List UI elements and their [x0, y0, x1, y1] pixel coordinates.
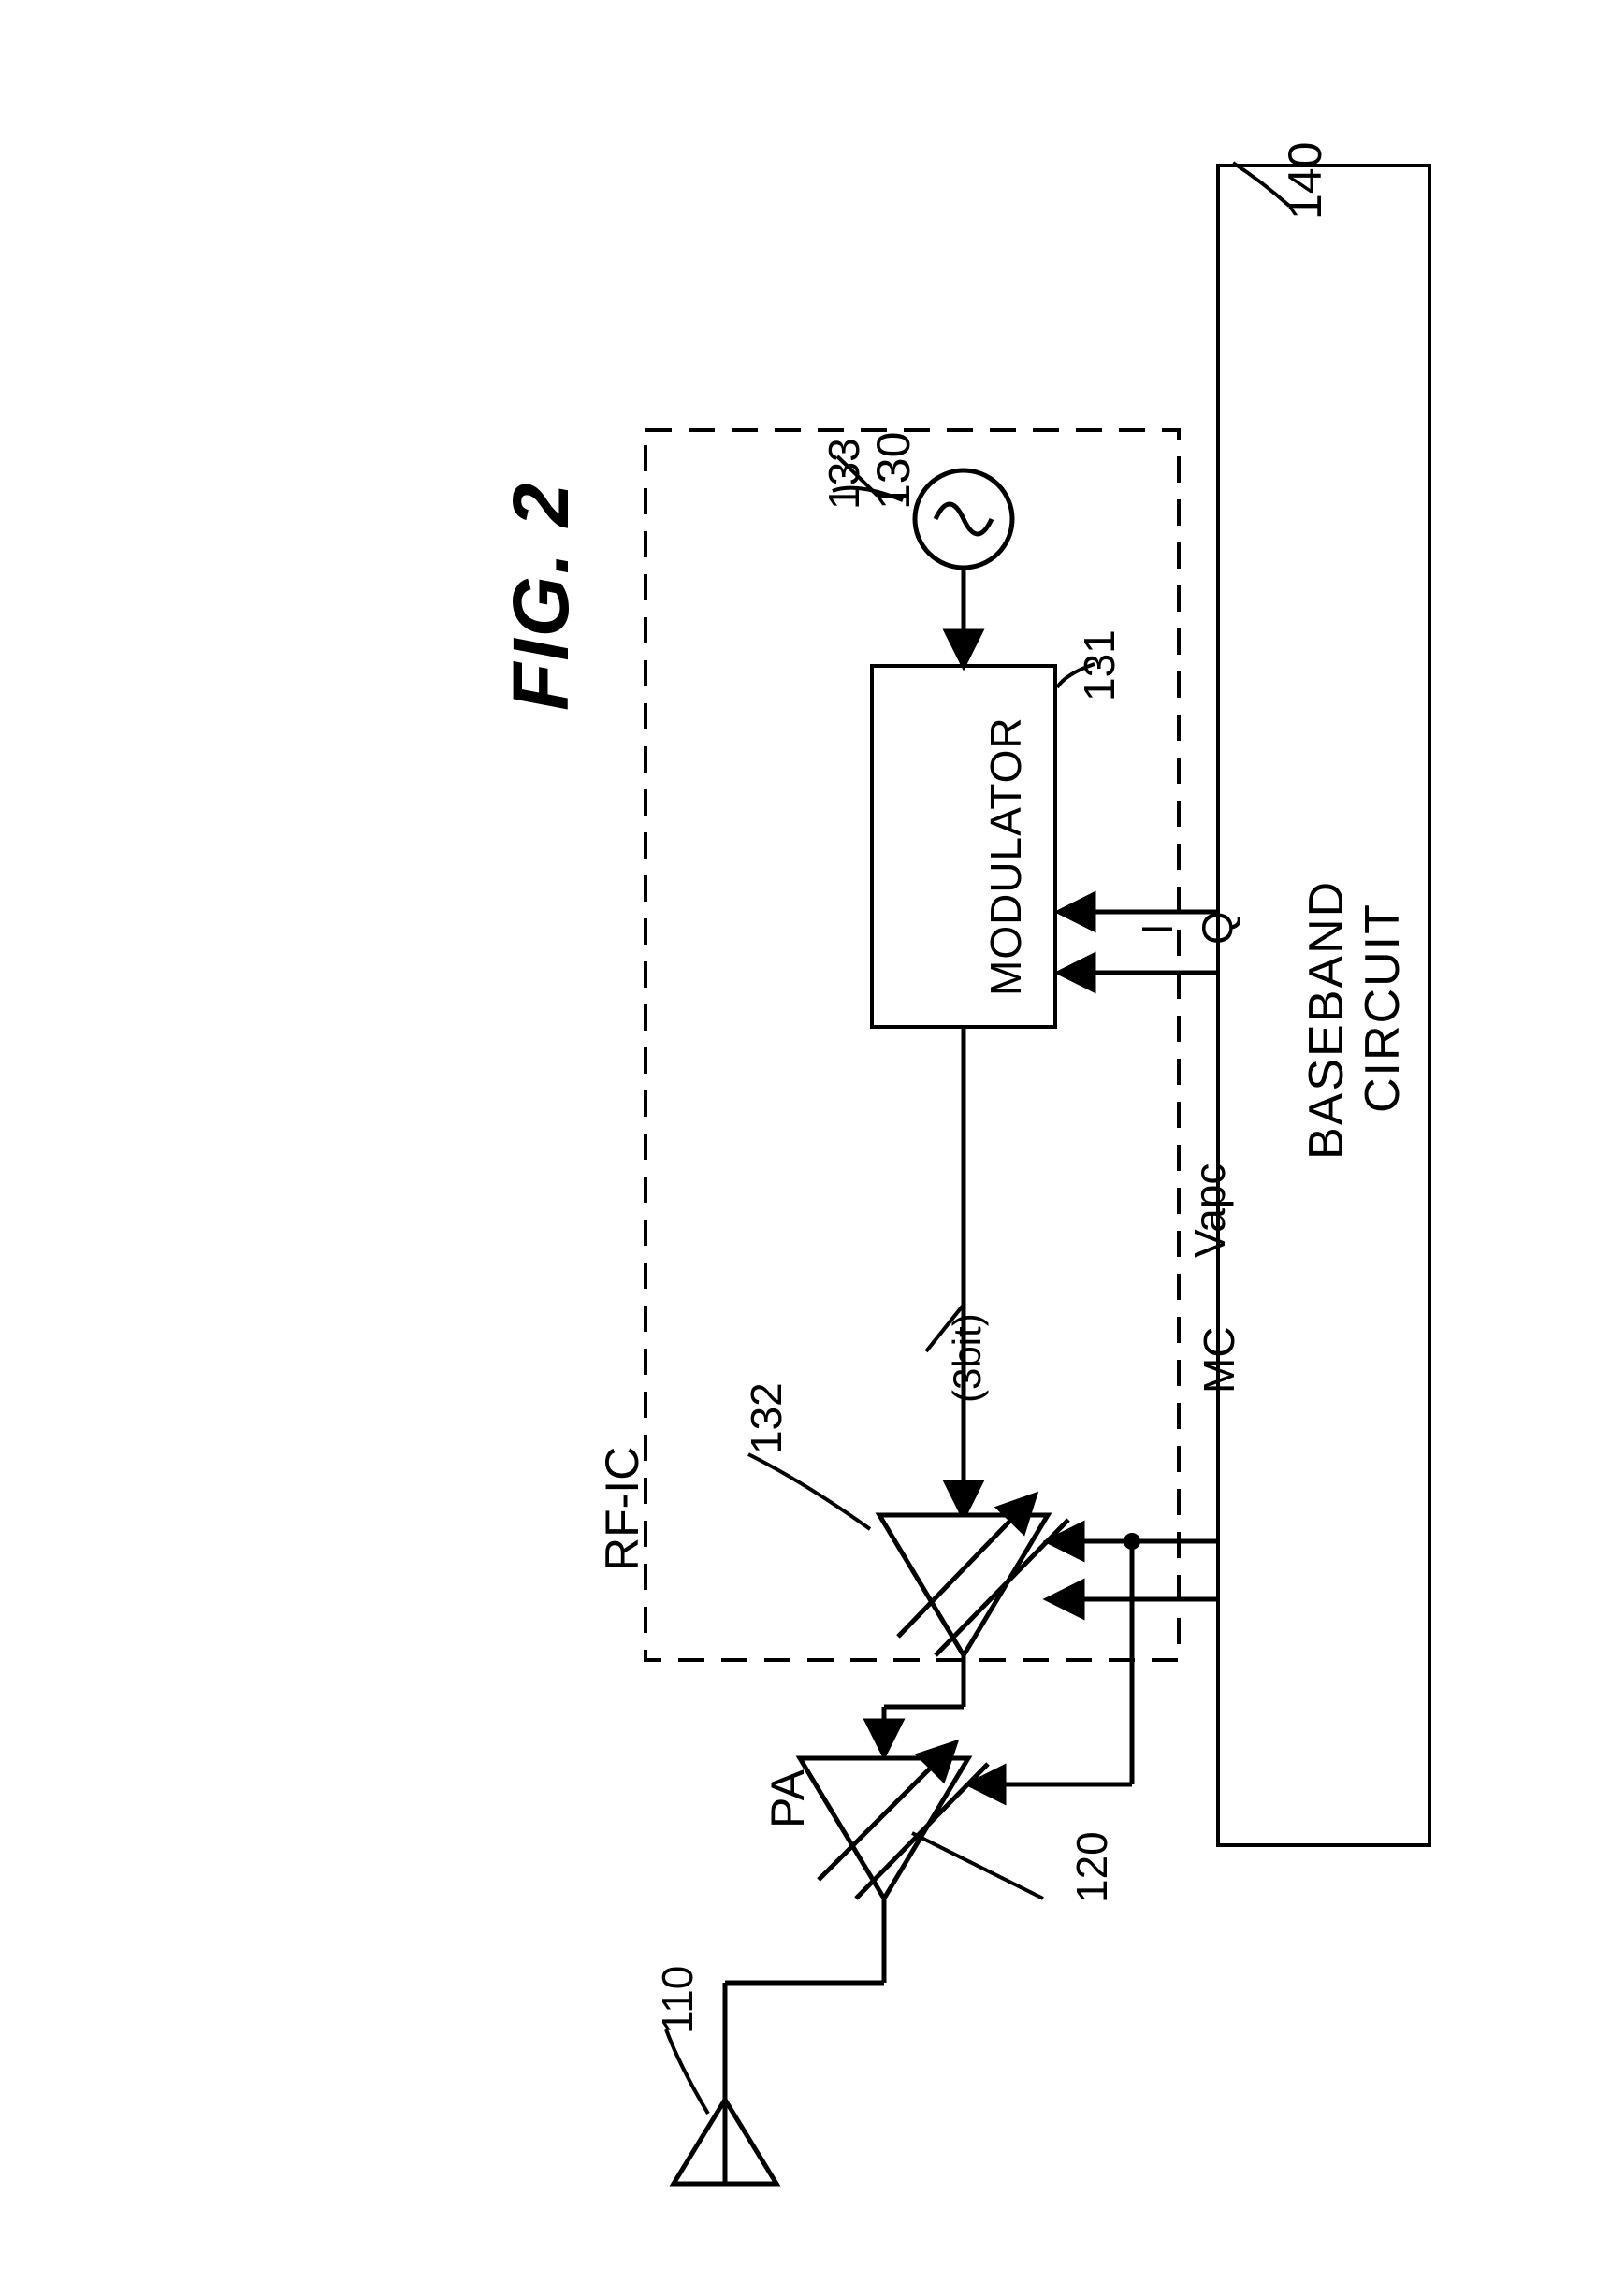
pa-amplifier-icon: [800, 1758, 968, 1899]
pa-ref-leader: [912, 1833, 1043, 1899]
mc-bus-slash: [926, 1305, 964, 1351]
vco-ref-leader: [833, 488, 903, 500]
figure-canvas: FIG. 2 BASEBAND CIRCUIT 140 RF-IC 130 MO…: [0, 0, 1610, 2296]
vga-ref-leader: [748, 1454, 870, 1529]
diagram-svg: [0, 0, 1610, 2296]
modulator-ref-leader: [1057, 664, 1095, 687]
rfic-boundary: [645, 430, 1179, 1660]
baseband-ref-leader: [1233, 163, 1289, 206]
vga-amplifier-icon: [879, 1515, 1048, 1655]
antenna-ref-leader: [666, 2029, 708, 2114]
